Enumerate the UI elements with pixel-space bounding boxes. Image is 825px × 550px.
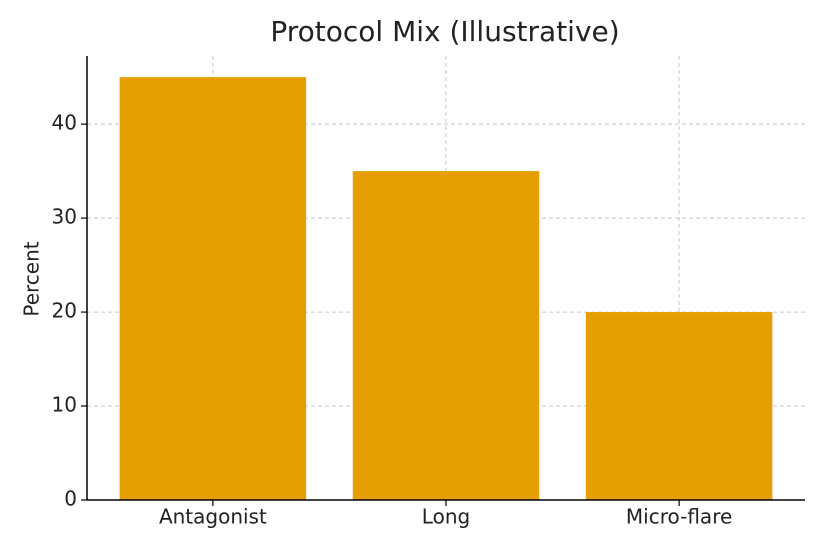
y-tick-label: 0 [64, 487, 77, 511]
x-tick-label: Antagonist [159, 505, 267, 529]
y-tick-label: 20 [52, 299, 77, 323]
x-tick-label: Micro-flare [626, 505, 732, 529]
y-tick-label: 40 [52, 111, 77, 135]
x-tick-label: Long [422, 505, 470, 529]
y-tick-label: 30 [52, 205, 77, 229]
y-axis-label: Percent [20, 241, 44, 316]
chart-title: Protocol Mix (Illustrative) [270, 15, 619, 48]
bar [119, 77, 307, 501]
bar [585, 312, 773, 500]
y-tick-label: 10 [52, 393, 77, 417]
bar [352, 171, 540, 500]
